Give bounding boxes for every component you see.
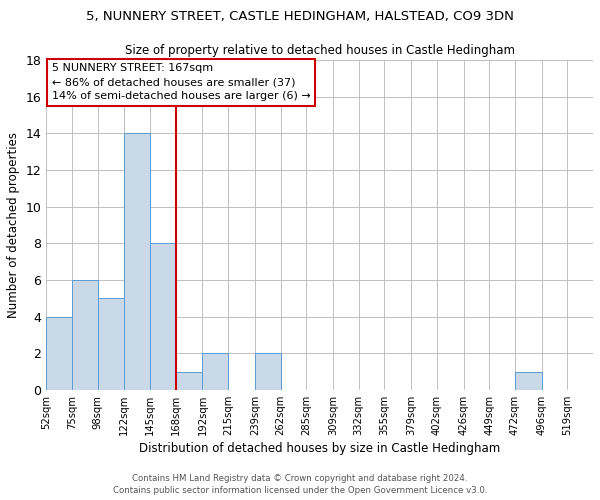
- Y-axis label: Number of detached properties: Number of detached properties: [7, 132, 20, 318]
- Bar: [72, 280, 98, 390]
- Text: 5, NUNNERY STREET, CASTLE HEDINGHAM, HALSTEAD, CO9 3DN: 5, NUNNERY STREET, CASTLE HEDINGHAM, HAL…: [86, 10, 514, 23]
- Bar: [176, 372, 202, 390]
- Text: Contains HM Land Registry data © Crown copyright and database right 2024.
Contai: Contains HM Land Registry data © Crown c…: [113, 474, 487, 495]
- Title: Size of property relative to detached houses in Castle Hedingham: Size of property relative to detached ho…: [125, 44, 515, 58]
- Bar: [515, 372, 542, 390]
- Bar: [124, 134, 150, 390]
- Text: 5 NUNNERY STREET: 167sqm
← 86% of detached houses are smaller (37)
14% of semi-d: 5 NUNNERY STREET: 167sqm ← 86% of detach…: [52, 64, 310, 102]
- Bar: [255, 354, 281, 390]
- X-axis label: Distribution of detached houses by size in Castle Hedingham: Distribution of detached houses by size …: [139, 442, 500, 455]
- Bar: [202, 354, 228, 390]
- Bar: [98, 298, 124, 390]
- Bar: [46, 316, 72, 390]
- Bar: [150, 244, 176, 390]
